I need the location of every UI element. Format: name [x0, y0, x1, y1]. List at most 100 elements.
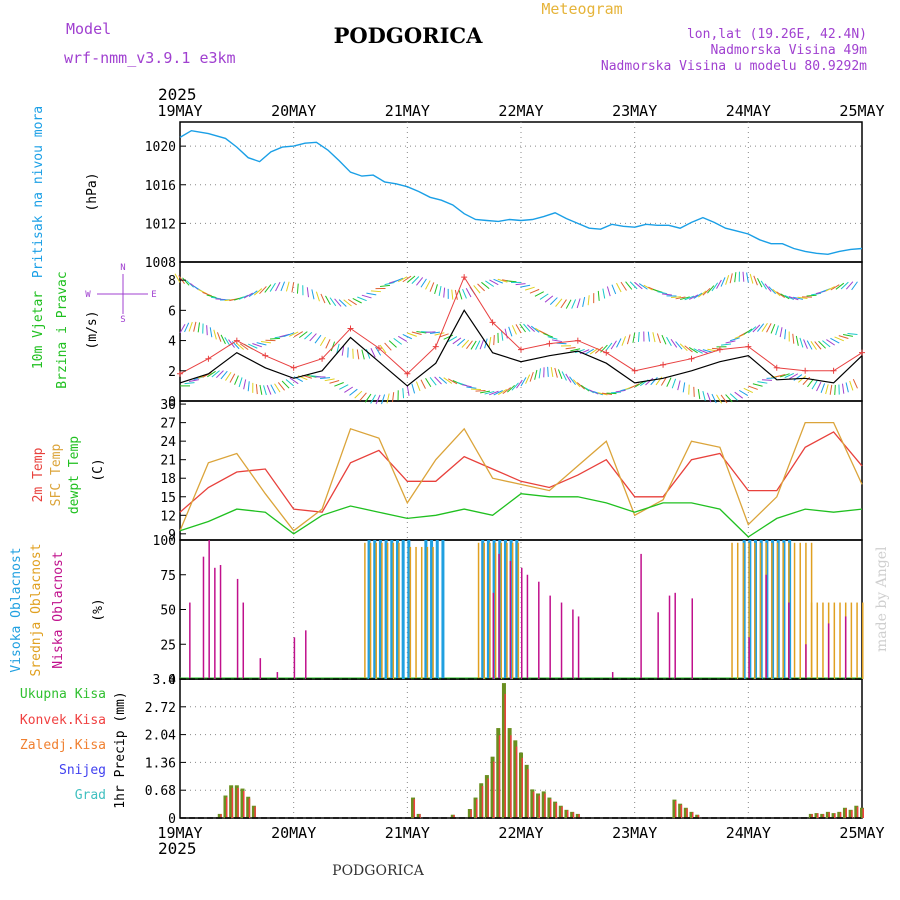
wind-gust-marker [404, 370, 411, 377]
y-tick-label: 1008 [145, 256, 176, 271]
precip-conv-bar [862, 808, 864, 818]
precip-conv-bar [237, 787, 239, 818]
cloud-bar [489, 542, 491, 679]
wind-arrow [779, 327, 783, 338]
wind-arrow [202, 291, 213, 297]
wind-arrow [264, 284, 272, 293]
wind-arrow [284, 332, 294, 337]
temp-ylabel-2m: 2m Temp [31, 447, 46, 502]
elevation: Nadmorska Visina 49m [710, 43, 867, 58]
wind-arrow [720, 343, 732, 346]
wind-arrow [829, 384, 833, 395]
wind-arrow [275, 281, 281, 292]
wind-arrow [645, 377, 654, 386]
wind-arrow [752, 324, 761, 333]
wind-arrow [682, 382, 686, 393]
wind-arrow [425, 378, 432, 387]
wind-arrow [211, 370, 220, 378]
cloud-low-bar [657, 612, 659, 679]
wind-arrow [511, 325, 517, 335]
wind-arrow [488, 336, 492, 347]
wind-arrow [475, 340, 481, 350]
precip-conv-bar [822, 814, 825, 818]
wind-arrow [570, 348, 581, 352]
wind-arrow [675, 341, 683, 350]
wind-unit: (m/s) [85, 310, 100, 349]
wind-arrow [807, 378, 814, 388]
top-date-label: 22MAY [498, 102, 543, 120]
wind-arrow [835, 282, 845, 290]
cloud-low-bar [305, 630, 307, 679]
cloud-ylabel-mid: Srednja Oblacnost [29, 543, 44, 676]
cloud-low-bar [236, 578, 239, 679]
wind-arrow [841, 383, 845, 394]
wind-arrow [402, 388, 405, 399]
wind-arrow [239, 343, 249, 351]
wind-arrow [814, 341, 822, 350]
cloud-bar [731, 542, 733, 679]
wind-arrow [626, 334, 631, 345]
compass-n: N [120, 263, 125, 273]
precip-bar [416, 813, 421, 818]
precip-conv-bar [220, 814, 222, 818]
wind-arrow [493, 390, 503, 396]
cloud-bar [782, 542, 784, 679]
pressure-line [179, 129, 863, 256]
wind-arrow [702, 390, 706, 401]
wind-arrow [572, 379, 581, 388]
y-tick-label: 6 [168, 304, 176, 319]
precip-bar [479, 783, 484, 818]
wind-gust-marker [290, 364, 297, 371]
cloud-bar [367, 540, 371, 679]
wind-arrow [225, 371, 232, 381]
wind-arrow [544, 295, 554, 303]
wind-arrow [620, 281, 627, 291]
wind-gust-marker [546, 340, 553, 347]
cloud-ylabel-high: Visoka Oblacnost [9, 547, 24, 672]
wind-arrow [697, 389, 701, 400]
cloud-bar [426, 546, 429, 679]
precip-bar [837, 811, 842, 818]
wind-arrow [438, 285, 442, 296]
wind-arrow [281, 380, 290, 389]
wind-arrow [693, 348, 703, 354]
precip-conv-bar [572, 812, 575, 818]
precip-legend-snow: Snijeg [59, 763, 106, 778]
wind-arrow [530, 325, 540, 333]
wind-arrow [220, 370, 228, 380]
wind-arrow [666, 336, 672, 347]
cloud-low-bar [572, 609, 574, 679]
wind-arrow [475, 389, 486, 392]
y-tick-label: 1016 [145, 179, 176, 194]
wind-arrow [314, 334, 322, 344]
wind-arrow [666, 377, 672, 387]
wind-arrow [234, 375, 239, 385]
wind-arrow [411, 331, 422, 335]
wind-arrow [347, 298, 357, 306]
wind-arrow [473, 285, 481, 294]
wind-arrow [711, 347, 722, 350]
precip-bar [234, 785, 239, 818]
wind-arrow [248, 290, 258, 297]
wind-arrow [479, 390, 491, 394]
precip-conv-bar [498, 735, 501, 818]
wind-arrow [738, 389, 749, 396]
precip-bar [672, 799, 677, 818]
y-tick-label: 1.36 [145, 756, 176, 771]
wind-arrow [429, 282, 435, 292]
wind-arrow [534, 291, 544, 297]
y-tick-label: 3.4 [153, 673, 177, 688]
wind-arrow [702, 287, 711, 296]
y-tick-label: 21 [160, 454, 176, 469]
wind-arrow [584, 348, 594, 355]
cloud-bar [477, 542, 480, 679]
wind-arrow [638, 283, 648, 290]
wind-arrow [184, 382, 195, 385]
cloud-bar [415, 546, 417, 679]
wind-arrow [610, 340, 617, 350]
wind-arrow [621, 336, 627, 346]
wind-arrow [757, 323, 765, 332]
wind-arrow [840, 281, 849, 290]
cloud-bar [430, 540, 434, 679]
precip-conv-bar [834, 813, 836, 818]
